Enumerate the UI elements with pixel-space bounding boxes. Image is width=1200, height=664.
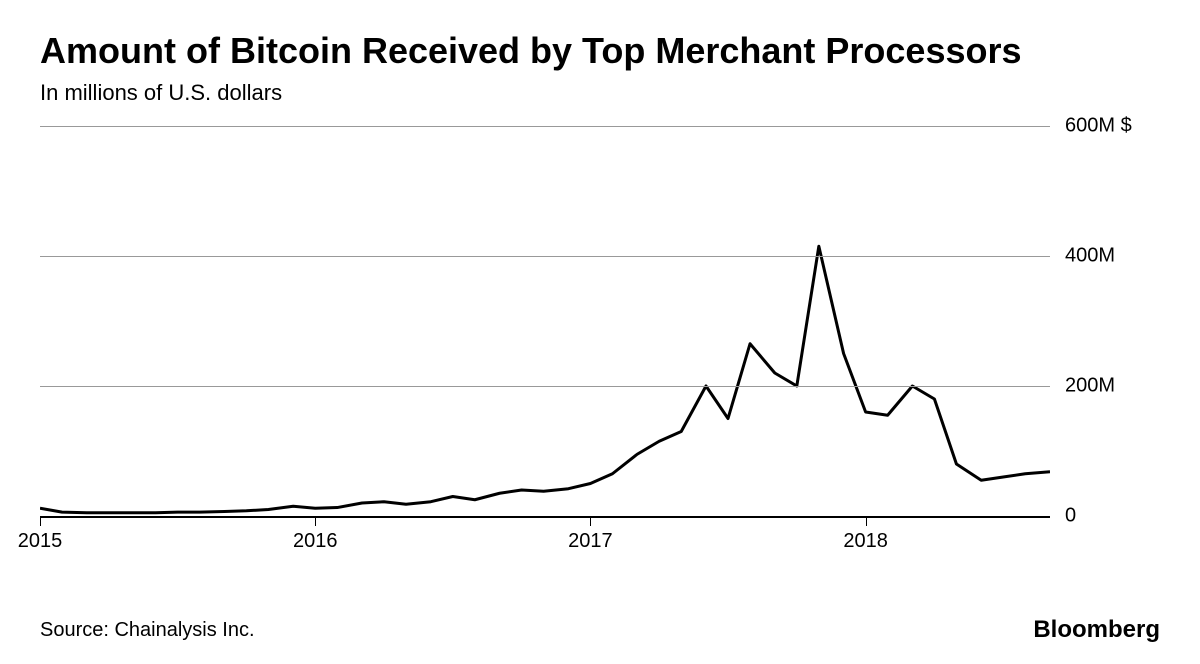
plot-area: 2015201620172018 — [40, 126, 1050, 516]
gridline — [40, 256, 1050, 257]
y-axis-label: 600M $ — [1065, 115, 1132, 138]
chart-subtitle: In millions of U.S. dollars — [40, 80, 1160, 106]
x-axis-label: 2016 — [293, 530, 338, 553]
y-axis-label: 0 — [1065, 505, 1076, 528]
x-axis-tick — [315, 518, 316, 526]
y-axis-label: 200M — [1065, 375, 1115, 398]
chart-footer: Source: Chainalysis Inc. Bloomberg — [40, 616, 1160, 644]
chart-title: Amount of Bitcoin Received by Top Mercha… — [40, 30, 1160, 72]
x-axis-label: 2015 — [18, 530, 63, 553]
data-line — [40, 246, 1050, 513]
x-axis-line — [40, 516, 1050, 518]
x-axis-label: 2018 — [843, 530, 888, 553]
x-axis-label: 2017 — [568, 530, 613, 553]
source-text: Source: Chainalysis Inc. — [40, 619, 255, 642]
gridline — [40, 126, 1050, 127]
line-chart-svg — [40, 126, 1050, 516]
brand-logo: Bloomberg — [1033, 616, 1160, 644]
chart-container: 2015201620172018 0200M400M600M $ — [40, 126, 1160, 546]
x-axis-tick — [40, 518, 41, 526]
gridline — [40, 386, 1050, 387]
y-axis-label: 400M — [1065, 245, 1115, 268]
x-axis-tick — [590, 518, 591, 526]
x-axis-tick — [866, 518, 867, 526]
